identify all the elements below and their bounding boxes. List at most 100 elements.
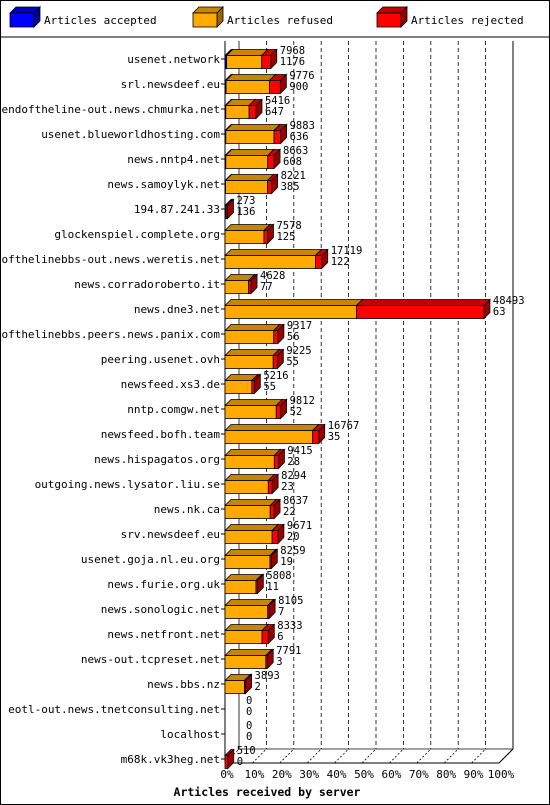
- value-label-bottom: 20: [287, 531, 300, 543]
- bar-segment-refused: [225, 73, 277, 95]
- bar-segment-refused: [224, 548, 277, 570]
- host-label: 194.87.241.33: [134, 203, 220, 216]
- x-tick-label: 70%: [409, 768, 429, 781]
- value-label-bottom: 122: [331, 256, 350, 268]
- value-label-bottom: 125: [276, 231, 295, 243]
- value-label-top: 273: [236, 195, 255, 207]
- value-label-bottom: 0: [237, 756, 243, 768]
- bar-segment-refused-top: [224, 624, 269, 631]
- value-label-top: 5808: [266, 570, 291, 582]
- bar-segment-refused-front: [224, 655, 267, 669]
- bar-segment-refused-front: [224, 380, 253, 394]
- host-label: eotl-out.news.tnetconsulting.net: [8, 703, 220, 716]
- bar-segment-refused-top: [224, 449, 282, 456]
- bar-segment-refused: [224, 123, 282, 145]
- value-label-top: 9225: [286, 345, 311, 357]
- host-label: localhost: [160, 728, 220, 741]
- bar-segment-refused-front: [225, 80, 270, 94]
- host-label: outgoing.news.lysator.liu.se: [35, 478, 220, 491]
- value-label-top: 5216: [263, 370, 288, 382]
- value-label-bottom: 63: [493, 306, 506, 318]
- value-label-top: 8637: [283, 495, 308, 507]
- value-label-top: 9671: [287, 520, 312, 532]
- bar-segment-refused-top: [224, 249, 323, 256]
- value-label-top: 7578: [276, 220, 301, 232]
- value-label-bottom: 35: [328, 431, 341, 443]
- floor-tick: [252, 748, 267, 764]
- bar-row: localhost 00: [160, 720, 252, 743]
- value-label-top: 0: [246, 720, 252, 732]
- bar-segment-rejected: [272, 323, 285, 345]
- host-label: news-out.tcpreset.net: [81, 653, 220, 666]
- bar-segment-rejected-front: [265, 655, 268, 669]
- bar-segment-rejected-front: [273, 455, 279, 469]
- value-label-bottom: 55: [263, 381, 276, 393]
- x-tick-label: 20%: [272, 768, 292, 781]
- bar-segment-refused-front: [225, 155, 269, 169]
- host-label: endofthelinebbs.peers.news.panix.com: [0, 328, 220, 341]
- bar-segment-rejected-front: [225, 205, 228, 219]
- bar-segment-refused-top: [224, 549, 277, 556]
- value-label-bottom: 385: [281, 181, 300, 193]
- bar-segment-refused-top: [224, 149, 275, 156]
- host-label: news.nntp4.net: [127, 153, 220, 166]
- bar-segment-refused: [224, 248, 323, 270]
- value-label-bottom: 0: [246, 706, 252, 718]
- bar-segment-rejected: [268, 73, 288, 95]
- bar-segment-refused-top: [224, 599, 275, 606]
- legend: Articles accepted Articles refused Article…: [9, 6, 524, 28]
- bar-segment-rejected-front: [244, 680, 246, 694]
- bar-segment-refused-front: [224, 605, 269, 619]
- bar-segment-rejected: [268, 548, 279, 570]
- legend-item: Articles rejected: [376, 6, 524, 28]
- host-label: news.bbs.nz: [147, 678, 220, 691]
- bar-segment-refused-top: [224, 399, 284, 406]
- bar-segment-refused: [224, 348, 281, 370]
- value-label-bottom: 900: [289, 81, 308, 93]
- value-label-bottom: 636: [290, 131, 309, 143]
- bar-segment-rejected: [225, 198, 235, 220]
- host-label: newsfeed.bofh.team: [101, 428, 221, 441]
- bar-segment-refused-top: [224, 174, 275, 181]
- bar-segment-rejected: [250, 373, 262, 395]
- bar-segment-refused: [224, 648, 273, 670]
- value-label-top: 510: [237, 745, 256, 757]
- bar-segment-refused: [224, 323, 281, 345]
- bar-segment-rejected: [275, 398, 288, 420]
- value-label-bottom: 0: [246, 731, 252, 743]
- floor-tick: [334, 748, 349, 764]
- value-label-bottom: 56: [287, 331, 300, 343]
- host-label: nntp.comgw.net: [127, 403, 220, 416]
- bar-segment-refused-top: [224, 324, 281, 331]
- bar-row: endofthelinebbs.peers.news.panix.com 9317…: [0, 320, 312, 345]
- value-label-top: 9776: [289, 70, 314, 82]
- bar-segment-rejected-front: [269, 555, 272, 569]
- value-label-top: 9317: [287, 320, 312, 332]
- value-label-bottom: 2: [255, 681, 261, 693]
- host-label: news.netfront.net: [107, 628, 220, 641]
- bar-segment-refused-top: [225, 49, 269, 56]
- value-label-top: 0: [246, 695, 252, 707]
- x-tick-label: 30%: [299, 768, 319, 781]
- bar-segment-refused-front: [224, 305, 357, 319]
- bar-segment-rejected: [224, 748, 235, 770]
- bar-segment-rejected: [267, 473, 280, 495]
- bar-segment-rejected-front: [315, 255, 323, 269]
- bar-segment-refused-front: [224, 330, 275, 344]
- x-tick-label: 80%: [436, 768, 456, 781]
- bar-segment-rejected: [355, 298, 491, 320]
- legend-item: Articles accepted: [9, 6, 157, 28]
- bar-segment-rejected: [269, 498, 282, 520]
- bar-segment-rejected-front: [248, 105, 257, 119]
- bar-segment-refused: [224, 448, 282, 470]
- floor-tick: [279, 748, 295, 764]
- bar-segment-rejected-front: [248, 280, 252, 294]
- bar-segment-rejected: [266, 148, 282, 170]
